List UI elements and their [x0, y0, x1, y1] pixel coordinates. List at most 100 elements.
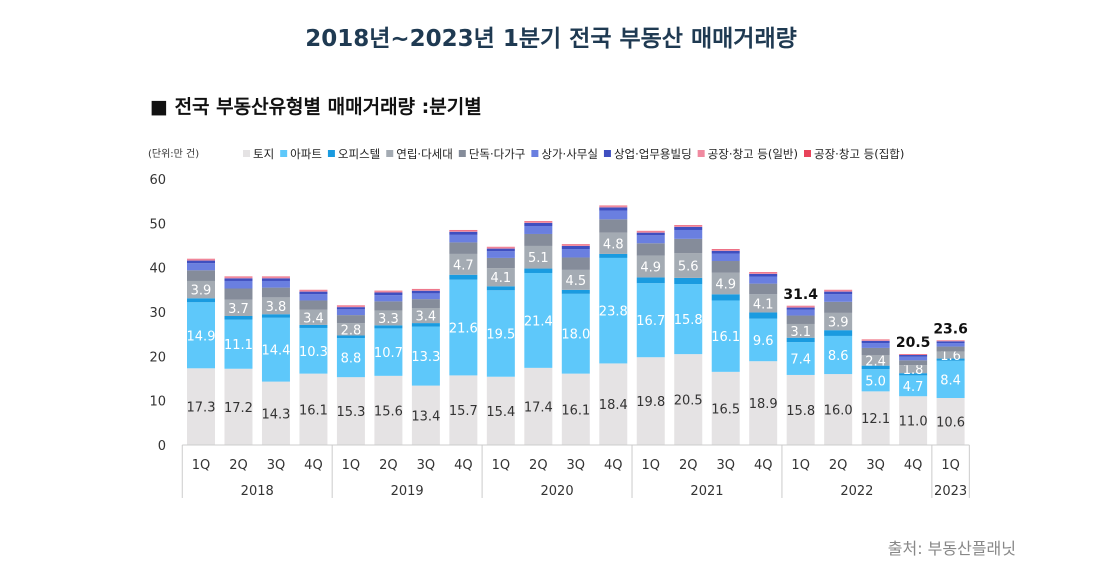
data-label: 4.7 [903, 380, 924, 395]
bar-segment [599, 254, 627, 258]
bar-segment [787, 308, 815, 310]
legend-label: 토지 [253, 147, 274, 161]
bars: 17.314.93.917.211.13.714.314.43.816.110.… [187, 206, 968, 445]
data-label: 2.8 [341, 323, 362, 338]
data-label: 14.3 [261, 407, 290, 422]
bar-stack: 17.3 14.9 3.9 [187, 259, 216, 445]
bar-segment [224, 281, 252, 289]
bar-stack: 17.421.45.1 [524, 221, 553, 445]
x-group-label: 2018 [241, 484, 274, 499]
bar-segment [599, 206, 627, 207]
x-tick-label: 4Q [604, 458, 623, 473]
bar-segment [412, 291, 440, 294]
bar-segment [674, 230, 702, 239]
data-label: 14.4 [261, 344, 290, 359]
x-group-label: 2023 [934, 484, 967, 499]
data-label: 15.7 [449, 404, 478, 419]
data-label: 17.3 [187, 401, 216, 416]
bar-segment [599, 207, 627, 210]
data-label: 4.7 [453, 258, 474, 273]
legend-label: 아파트 [290, 147, 322, 161]
data-label: 4.5 [565, 274, 586, 289]
bar-stack: 14.314.43.8 [261, 277, 290, 445]
data-label: 15.6 [374, 404, 403, 419]
data-label: 3.9 [828, 316, 849, 331]
data-label: 18.4 [599, 398, 628, 413]
y-tick-label: 10 [149, 395, 166, 410]
bar-segment [749, 312, 777, 318]
x-tick-label: 2Q [379, 458, 398, 473]
data-label: 3.9 [191, 284, 212, 299]
data-label: 15.4 [486, 405, 515, 420]
data-label: 7.4 [790, 353, 811, 368]
bar-stack: 13.413.33.4 [411, 289, 440, 445]
bar-segment [749, 284, 777, 295]
legend-label: 공장·창고 등(일반) [708, 147, 798, 161]
y-tick-label: 20 [149, 350, 166, 365]
bar-segment [224, 278, 252, 281]
bar-segment [712, 294, 740, 300]
legend-label: 연립·다세대 [396, 147, 453, 161]
bar-segment [674, 239, 702, 253]
bar-segment [562, 245, 590, 246]
bar-stack: 15.721.64.7 [449, 230, 478, 445]
legend-swatch [328, 150, 335, 157]
data-label: 17.2 [224, 401, 253, 416]
bar-stack: 19.816.74.9 [636, 231, 665, 445]
legend-swatch [804, 150, 811, 157]
bar-segment [824, 292, 852, 295]
legend-label: 단독·다가구 [469, 147, 526, 161]
bar-segment [824, 294, 852, 302]
data-label: 12.1 [861, 412, 890, 427]
data-label: 5.1 [528, 251, 549, 266]
bar-segment [524, 269, 552, 273]
data-label: 20.5 [674, 394, 703, 409]
page-title: 2018년~2023년 1분기 전국 부동산 매매거래량 [305, 26, 797, 52]
data-label: 5.0 [865, 374, 886, 389]
bar-segment [524, 222, 552, 223]
data-label: 15.3 [336, 405, 365, 420]
data-label: 3.1 [790, 325, 811, 340]
bar-stack: 20.515.85.6 [674, 225, 703, 445]
unit-label: (단위:만 건) [148, 147, 199, 160]
bar-segment [487, 247, 515, 248]
legend-swatch [531, 150, 538, 157]
x-tick-label: 2Q [829, 458, 848, 473]
bar-segment [749, 274, 777, 277]
bar-segment [637, 243, 665, 255]
data-label: 16.1 [711, 330, 740, 345]
bar-segment [824, 330, 852, 336]
data-label: 4.8 [603, 237, 624, 252]
data-label: 16.7 [636, 314, 665, 329]
bar-stack: 12.15.02.4 [861, 339, 890, 445]
total-label: 23.6 [933, 321, 968, 337]
data-label: 10.3 [299, 345, 328, 360]
bar-segment [262, 278, 290, 281]
bar-segment [749, 273, 777, 274]
data-label: 14.9 [187, 329, 216, 344]
bar-segment [449, 242, 477, 254]
data-label: 11.0 [899, 415, 928, 430]
bar-segment [299, 294, 327, 300]
bar-segment [862, 348, 890, 355]
x-tick-label: 4Q [454, 458, 473, 473]
x-tick-label: 4Q [304, 458, 323, 473]
bar-segment [224, 277, 252, 278]
x-tick-label: 3Q [267, 458, 286, 473]
x-tick-label: 4Q [904, 458, 923, 473]
bar-segment [637, 233, 665, 236]
bar-segment [712, 261, 740, 273]
source-note: 출처: 부동산플래닛 [888, 539, 1016, 558]
bar-segment [562, 290, 590, 294]
bar-segment [299, 292, 327, 295]
bar-segment [262, 277, 290, 278]
bar-segment [449, 230, 477, 231]
bar-segment [487, 258, 515, 268]
y-tick-label: 60 [149, 173, 166, 188]
data-label: 3.7 [228, 302, 249, 317]
data-label: 4.1 [753, 297, 774, 312]
bar-segment [262, 281, 290, 288]
bar-segment [787, 316, 815, 324]
bar-segment [824, 302, 852, 313]
data-label: 8.6 [828, 349, 849, 364]
